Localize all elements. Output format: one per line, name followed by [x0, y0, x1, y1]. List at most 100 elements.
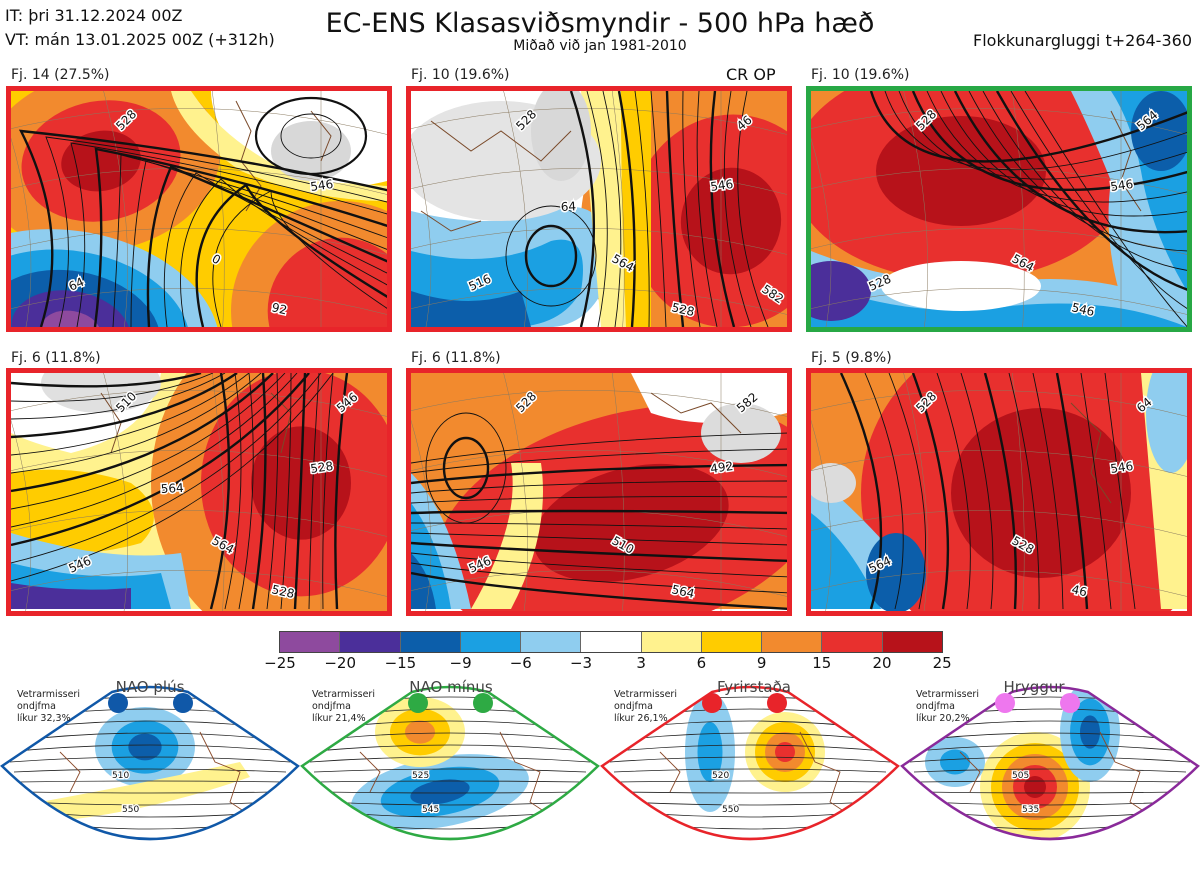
colorbar-tick-label: −9 [449, 654, 472, 672]
contour-label: 546 [1109, 177, 1134, 194]
colorbar-swatch [521, 632, 582, 652]
colorbar-swatch [762, 632, 823, 652]
regime-info-line: Vetrarmisseri [312, 689, 375, 700]
contour-label: 546 [1070, 300, 1095, 319]
regime-contour-label: 565 [440, 851, 457, 861]
operational-label: CR OP [726, 65, 776, 84]
contour-label: 564 [160, 481, 184, 496]
contour-label: 546 [1109, 459, 1134, 476]
regime-marker-dot [1060, 693, 1080, 713]
panel-6-label: Fj. 5 (9.8%) [811, 350, 892, 366]
regime-marker-dot [702, 693, 722, 713]
regime-marker-dot [173, 693, 193, 713]
regime-info-line: ondjfma [916, 701, 955, 712]
regime-nao-plus: 510 550 Vetrarmisseri ondjfma líkur 32,3%… [0, 672, 300, 871]
colorbar-swatch [340, 632, 401, 652]
page-subtitle: Miðað við jan 1981-2010 [513, 38, 687, 54]
colorbar-swatch [280, 632, 341, 652]
regime-name: Hryggur [1003, 678, 1065, 696]
panel-3-label: Fj. 10 (19.6%) [811, 67, 910, 83]
colorbar-tick-label: −6 [509, 654, 532, 672]
cluster-map-6[interactable]: 528 546 528 564 46 64 [806, 368, 1192, 616]
cluster-map-2[interactable]: 528 546 564 516 528 46 64 582 [406, 86, 792, 332]
regime-info: Vetrarmisseri ondjfma líkur 20,2% [916, 689, 979, 725]
regime-contour-label: 525 [412, 771, 429, 781]
anomaly-colorbar [280, 632, 942, 652]
regime-contour-label: 510 [112, 771, 129, 781]
regime-info-line: líkur 20,2% [916, 713, 970, 724]
valid-time: VT: mán 13.01.2025 00Z (+312h) [5, 30, 275, 49]
regime-name: NAO mínus [409, 678, 493, 696]
regime-nao-minus: 525 545 565 Vetrarmisseri ondjfma líkur 21… [300, 672, 600, 871]
regime-info-line: Vetrarmisseri [17, 689, 80, 700]
regime-info-line: Vetrarmisseri [614, 689, 677, 700]
regime-contour-label: 535 [1022, 805, 1039, 815]
colorbar-swatch [581, 632, 642, 652]
regime-name: Fyrirstaða [717, 678, 791, 696]
colorbar-frame [279, 631, 943, 653]
regime-info-line: líkur 32,3% [17, 713, 71, 724]
contour-label: 64 [560, 199, 576, 214]
regime-marker-dot [767, 693, 787, 713]
regime-marker-dot [995, 693, 1015, 713]
regime-frame [0, 685, 300, 841]
cluster-map-4[interactable]: 510 528 564 546 528 546 564 [6, 368, 392, 616]
colorbar-swatch [882, 632, 942, 652]
regime-frame [600, 685, 900, 841]
regime-map: 510 550 [0, 685, 300, 841]
regime-contour-label: 520 [712, 771, 729, 781]
colorbar-tick-label: 25 [932, 654, 952, 672]
colorbar-swatch [641, 632, 702, 652]
panel-1-label: Fj. 14 (27.5%) [11, 67, 110, 83]
contour-label: 492 [709, 459, 734, 476]
contour-label: 528 [309, 459, 334, 476]
colorbar-swatch [460, 632, 522, 652]
regime-ridge: 505 535 560 Vetrarmisseri ondjfma líkur 20… [900, 672, 1200, 871]
colorbar-swatch [701, 632, 763, 652]
regime-marker-dot [108, 693, 128, 713]
colorbar-tick-label: −15 [384, 654, 417, 672]
colorbar-tick-label: 15 [812, 654, 832, 672]
colorbar-tick-label: −25 [264, 654, 296, 672]
cluster-map-1[interactable]: 528 546 0 64 92 [6, 86, 392, 332]
regime-info: Vetrarmisseri ondjfma líkur 26,1% [614, 689, 677, 725]
contour-label: 546 [309, 177, 334, 194]
regime-info-line: ondjfma [17, 701, 56, 712]
regime-map: 520 550 560 [600, 685, 900, 861]
regime-info-line: Vetrarmisseri [916, 689, 979, 700]
regime-frame [300, 685, 600, 841]
colorbar-tick-label: −20 [324, 654, 357, 672]
regime-info-line: líkur 21,4% [312, 713, 366, 724]
colorbar-tick-label: 9 [756, 654, 767, 672]
panel-4-label: Fj. 6 (11.8%) [11, 350, 101, 366]
regime-map: 525 545 565 [300, 685, 600, 861]
issue-time: IT: þri 31.12.2024 00Z [5, 6, 183, 25]
regime-frame [900, 685, 1200, 841]
cluster-map-3[interactable]: 528 546 564 528 546 564 [806, 86, 1192, 332]
regime-contour-label: 550 [122, 805, 139, 815]
cluster-map-5[interactable]: 528 492 510 546 564 582 [406, 368, 792, 616]
contour-label: 92 [270, 300, 288, 317]
colorbar-tick-label: 6 [696, 654, 707, 672]
colorbar-tick-label: −3 [569, 654, 593, 672]
colorbar-swatch [400, 632, 461, 652]
regime-info-line: líkur 26,1% [614, 713, 668, 724]
panel-5-label: Fj. 6 (11.8%) [411, 350, 501, 366]
regime-info: Vetrarmisseri ondjfma líkur 32,3% [17, 689, 80, 725]
regime-map: 505 535 560 [900, 685, 1200, 841]
contour-label: 528 [270, 582, 295, 601]
panel-2-label: Fj. 10 (19.6%) [411, 67, 510, 83]
regime-info-line: ondjfma [614, 701, 653, 712]
contour-label: 528 [670, 300, 695, 319]
regime-name: NAO plús [115, 678, 185, 696]
regime-info-line: ondjfma [312, 701, 351, 712]
regime-marker-dot [408, 693, 428, 713]
regime-contour-label: 560 [740, 851, 757, 861]
regime-contour-label: 550 [722, 805, 739, 815]
